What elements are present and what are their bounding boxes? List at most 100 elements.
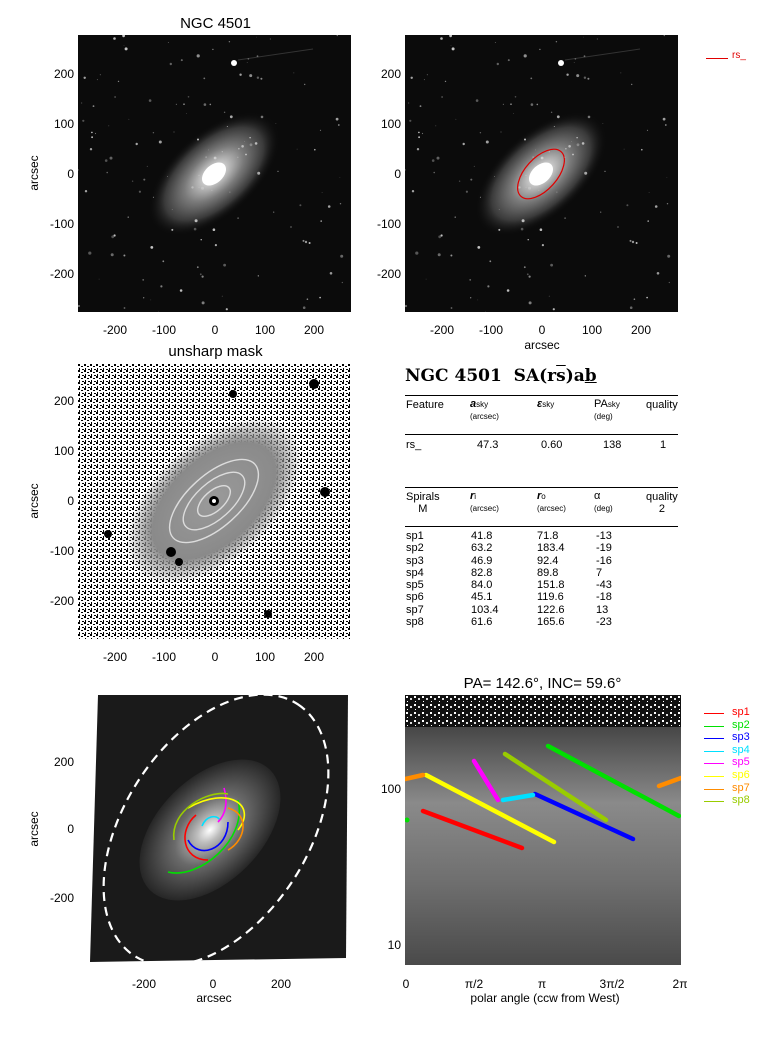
p1-ytick: 0 [67,167,74,181]
p3-xtick: 200 [303,650,325,664]
arms-overlay-image [90,693,348,967]
p3-xtick: 100 [254,650,276,664]
legend-swatch [704,788,724,790]
p3-ytick: -200 [49,594,74,608]
pa-sky-header: PAsky (deg) [594,398,620,421]
p1-xtick: 200 [303,323,325,337]
p3-ytick: 200 [53,394,74,408]
rs-ring-ellipse [517,148,565,200]
p6-ytick: 10 [387,938,401,952]
p6-xtick: 3π/2 [599,977,625,991]
spiral-legend: sp1 sp2 sp3 sp4 sp5 sp6 sp7 sp8 [704,706,774,807]
p3-ytick: 100 [53,444,74,458]
p5-ytick: -200 [49,891,74,905]
feature-quality-header: quality [646,399,678,411]
legend-item: sp5 [704,756,774,769]
p3-ytick: -100 [49,544,74,558]
galaxy-image-with-ring [405,35,671,312]
rs-legend-label: rs_ [732,50,746,61]
p2-ytick: -200 [376,267,401,281]
polar-plot [405,695,681,965]
spiral-cell-ri: 61.6 [471,616,493,629]
spiral-cell-ro: 122.6 [537,603,565,616]
spiral-cell-ro: 183.4 [537,542,565,555]
feature-col-header: Feature [406,399,444,411]
p1-ytick: 100 [53,117,74,131]
spiral-row: sp1 41.8 71.8 -13 [406,530,678,542]
p2-xtick: -100 [478,323,504,337]
eps-sky-header: εsky [537,398,555,410]
legend-item: sp8 [704,794,774,807]
p5-ytick: 200 [53,755,74,769]
p6-ytick: 100 [380,782,401,796]
table-rule-spiral-top [405,487,678,488]
legend-swatch [704,725,724,727]
legend-label: sp1 [732,706,750,718]
p1-xtick: 0 [211,323,219,337]
spiral-cell-alpha: 7 [596,566,603,579]
p6-xtick: π/2 [464,977,484,991]
spiral-table-body: sp1 41.8 71.8 -13 sp2 63.2 183.4 -19 sp3 46.9 92.4… [406,530,678,628]
spiral-cell-ro: 89.8 [537,566,559,579]
arm-lines [405,743,681,851]
spiral-cell-name: sp5 [406,579,424,592]
spiral-cell-name: sp4 [406,566,424,579]
spiral-cell-alpha: -43 [596,579,612,592]
p5-xtick: 0 [209,977,217,991]
legend-label: sp5 [732,756,750,769]
polar-plot-panel [405,695,681,965]
legend-swatch [704,763,724,765]
spiral-row: sp2 63.2 183.4 -19 [406,542,678,554]
legend-item: sp1 [704,706,774,719]
p3-xtick: 0 [211,650,219,664]
legend-item: sp4 [704,744,774,757]
legend-swatch [704,713,724,714]
legend-label: sp7 [732,781,750,794]
a-sky-header: asky (arcsec) [470,398,499,421]
spiral-cell-name: sp7 [406,603,424,616]
p3-ylabel: arcsec [27,483,41,519]
p2-ytick: 100 [380,117,401,131]
p2-xtick: 200 [630,323,652,337]
spiral-row: sp6 45.1 119.6 -18 [406,591,678,603]
p6-xtick: 0 [402,977,410,991]
spiral-cell-name: sp3 [406,554,424,567]
feature-row: rs_ 47.3 0.60 138 1 [406,439,667,451]
p2-xtick: 100 [581,323,603,337]
legend-label: sp6 [732,768,750,781]
p1-ytick: -200 [49,267,74,281]
spiral-cell-name: sp8 [406,616,424,629]
panel3-title: unsharp mask [168,343,263,360]
spiral-cell-ri: 46.9 [471,554,493,567]
p5-xtick: -200 [131,977,157,991]
spiral-cell-ri: 45.1 [471,591,493,604]
rs-legend-line [706,58,728,59]
spiral-cell-ro: 151.8 [537,579,565,592]
spiral-row: sp7 103.4 122.6 13 [406,604,678,616]
spiral-row: sp4 82.8 89.8 7 [406,567,678,579]
spiral-cell-alpha: -23 [596,616,612,629]
p6-xtick: 2π [672,977,688,991]
legend-swatch [704,775,724,777]
spiral-cell-alpha: -16 [596,554,612,567]
arms-overlay-panel [78,690,351,967]
p2-xtick: 0 [538,323,546,337]
panel6-title: PA= 142.6°, INC= 59.6° [463,675,622,692]
spiral-cell-ri: 84.0 [471,579,493,592]
legend-label: sp3 [732,731,750,744]
unsharp-mask-image [78,364,351,639]
spiral-row: sp3 46.9 92.4 -16 [406,555,678,567]
spiral-cell-alpha: -13 [596,530,612,542]
unsharp-mask-panel [78,364,351,639]
panel1-title: NGC 4501 [180,15,251,32]
p5-xtick: 200 [270,977,292,991]
table-rule-top [405,395,678,396]
spiral-row: sp5 84.0 151.8 -43 [406,579,678,591]
p1-xtick: 100 [254,323,276,337]
p1-xtick: -100 [151,323,177,337]
ro-header: ro (arcsec) [537,490,566,513]
legend-swatch [704,750,724,752]
p1-xtick: -200 [102,323,128,337]
spiral-cell-ri: 41.8 [471,530,493,542]
legend-item: sp2 [704,719,774,732]
